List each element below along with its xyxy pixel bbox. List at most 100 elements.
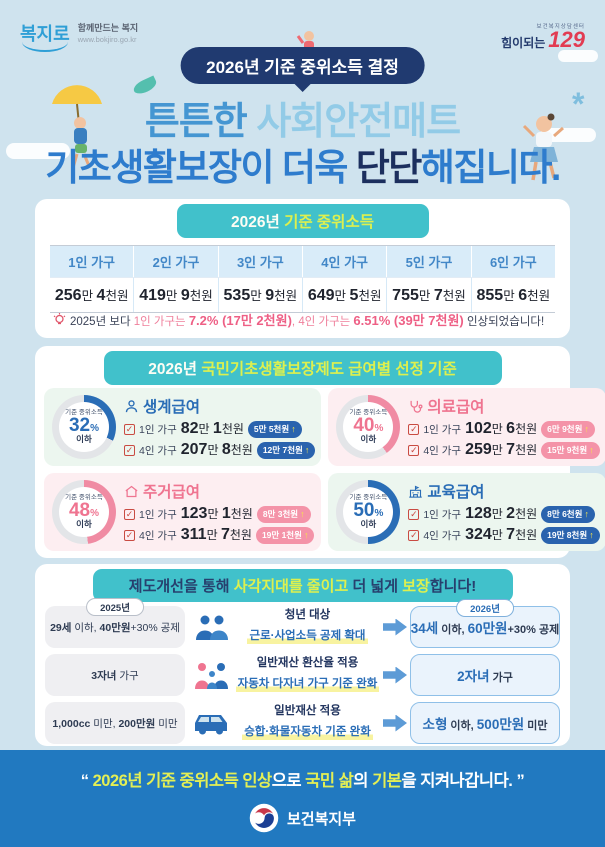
person-icon bbox=[125, 399, 138, 412]
donut-label-top: 기준 중위소득 bbox=[349, 493, 388, 501]
after-value: 소형 이하, 500만원 미만 bbox=[422, 716, 548, 732]
increase-badge: 19만 8천원 ↑ bbox=[541, 526, 600, 544]
household-col-header: 1인 가구 bbox=[50, 246, 135, 277]
increase-footnote: 2025년 보다 1인 가구는 7.2% (17만 2천원), 4인 가구는 6… bbox=[53, 310, 544, 329]
checkbox-icon: ✓ bbox=[124, 529, 135, 541]
bokjiro-tagline: 함께만드는 복지 bbox=[77, 23, 139, 33]
ministry-logo-row: 보건복지부 bbox=[0, 803, 605, 833]
footer-band: “ 2026년 기준 중위소득 인상으로 국민 삶의 기본을 지켜나갑니다. ”… bbox=[0, 750, 605, 847]
donut-percent: 48% bbox=[68, 500, 100, 522]
benefit-amount: 324만 7천원 bbox=[465, 526, 538, 543]
donut-percent: 50% bbox=[353, 500, 384, 522]
checkbox-icon: ✓ bbox=[124, 423, 135, 435]
income-amount-cell: 855만 6천원 bbox=[471, 278, 555, 312]
donut-label-top: 기준 중위소득 bbox=[65, 408, 103, 416]
up-arrow-icon: ↑ bbox=[300, 509, 305, 519]
checkbox-icon: ✓ bbox=[124, 508, 135, 520]
before-value: 3자녀 가구 bbox=[91, 669, 139, 682]
household-label: 4인 가구 bbox=[139, 444, 177, 457]
helpline-number: 129 bbox=[548, 27, 585, 52]
umbrella-icon bbox=[52, 85, 102, 104]
bokjiro-wordmark: 복지로 bbox=[20, 20, 70, 52]
workers-icon bbox=[196, 615, 228, 640]
right-arrow-icon bbox=[383, 666, 407, 684]
income-amount-cell: 535만 9천원 bbox=[218, 278, 303, 312]
benefit-amount: 259만 7천원 bbox=[465, 441, 538, 458]
helpline-center-label: 보건복지상담센터 bbox=[536, 24, 585, 30]
donut-percent: 32% bbox=[68, 415, 100, 437]
improvement-title: 일반재산 환산율 적용 bbox=[256, 657, 359, 670]
checkbox-icon: ✓ bbox=[408, 423, 420, 435]
household-label: 4인 가구 bbox=[423, 444, 462, 457]
donut-label-bottom: 이하 bbox=[360, 519, 377, 530]
cloud-decoration bbox=[540, 128, 596, 142]
table-value-row: 256만 4천원 419만 9천원 535만 9천원 649만 5천원 755만… bbox=[50, 278, 555, 313]
year-badge-2026: 2026년 bbox=[456, 599, 514, 617]
household-label: 4인 가구 bbox=[423, 529, 462, 542]
benefit-amount: 207만 8천원 bbox=[180, 441, 253, 458]
up-arrow-icon: ↑ bbox=[584, 509, 589, 519]
benefit-name: 주거급여 bbox=[143, 484, 201, 501]
checkbox-icon: ✓ bbox=[408, 444, 420, 456]
table-header-row: 1인 가구 2인 가구 3인 가구 4인 가구 5인 가구 6인 가구 bbox=[50, 245, 555, 278]
median-income-table: 1인 가구 2인 가구 3인 가구 4인 가구 5인 가구 6인 가구 256만… bbox=[50, 245, 555, 313]
benefit-criteria-card: 2026년 국민기초생활보장제도 급여별 선정 기준 기준 중위소득 32% 이… bbox=[35, 346, 605, 558]
income-amount-cell: 419만 9천원 bbox=[134, 278, 219, 312]
benefit-name: 생계급여 bbox=[143, 399, 201, 416]
improvement-row: 1,000cc 미만, 200만원 미만 일반재산 적용 승합·화물자동차 기준… bbox=[45, 702, 560, 744]
household-col-header: 5인 가구 bbox=[387, 246, 472, 277]
bokjiro-logo: 복지로 함께만드는 복지 www.bokjiro.go.kr bbox=[20, 20, 138, 52]
benefit-name: 의료급여 bbox=[427, 399, 485, 416]
household-col-header: 2인 가구 bbox=[134, 246, 219, 277]
up-arrow-icon: ↑ bbox=[584, 424, 589, 434]
benefit-amount-row: ✓ 1인 가구 128만 2천원 8만 6천원 ↑ bbox=[408, 505, 599, 523]
donut-label-bottom: 이하 bbox=[76, 434, 92, 445]
before-box: 1,000cc 미만, 200만원 미만 bbox=[45, 702, 185, 744]
benefit-amount-row: ✓ 1인 가구 102만 6천원 6만 9천원 ↑ bbox=[408, 420, 599, 438]
benefit-band-title: 2026년 국민기초생활보장제도 급여별 선정 기준 bbox=[103, 351, 502, 385]
benefit-card-saenggye: 기준 중위소득 32% 이하 생계급여 ✓ 1인 가구 82만 1천원 5만 5… bbox=[44, 388, 322, 466]
household-col-header: 4인 가구 bbox=[302, 246, 388, 277]
benefit-card-gyoyuk: 기준 중위소득 50% 이하 교육급여 ✓ 1인 가구 128만 2천원 8만 … bbox=[328, 473, 605, 551]
improvement-row: 3자녀 가구 일반재산 환산율 적용 자동차 다자녀 가구 기준 완화 2자녀 … bbox=[45, 654, 560, 696]
improvement-row: 2025년 29세 이하, 40만원+30% 공제 청년 대상 근로·사업소득 … bbox=[45, 598, 560, 648]
donut-label-top: 기준 중위소득 bbox=[65, 493, 103, 501]
up-arrow-icon: ↑ bbox=[589, 530, 594, 540]
up-arrow-icon: ↑ bbox=[304, 445, 310, 455]
household-col-header: 3인 가구 bbox=[218, 246, 303, 277]
benefit-amount-row: ✓ 4인 가구 207만 8천원 12만 7천원 ↑ bbox=[124, 441, 316, 459]
stethoscope-icon bbox=[410, 400, 423, 413]
donut-label-top: 기준 중위소득 bbox=[349, 408, 388, 416]
improvement-title: 청년 대상 bbox=[284, 609, 331, 622]
donut-chart: 기준 중위소득 48% 이하 bbox=[52, 480, 116, 544]
checkbox-icon: ✓ bbox=[408, 529, 420, 541]
car-icon bbox=[195, 715, 227, 735]
household-label: 1인 가구 bbox=[423, 423, 462, 436]
helpline-129-logo: 보건복지상담센터 힘이되는 129 bbox=[501, 22, 585, 51]
benefit-amount-row: ✓ 4인 가구 259만 7천원 15만 9천원 ↑ bbox=[408, 441, 600, 459]
improvement-detail: 승합·화물자동차 기준 완화 bbox=[242, 724, 373, 741]
increase-badge: 12만 7천원 ↑ bbox=[256, 441, 316, 459]
income-amount-cell: 649만 5천원 bbox=[302, 278, 388, 312]
checkbox-icon: ✓ bbox=[408, 508, 420, 520]
household-label: 1인 가구 bbox=[139, 423, 177, 436]
family-icon bbox=[195, 663, 228, 689]
donut-label-bottom: 이하 bbox=[76, 519, 92, 530]
cloud-decoration bbox=[6, 143, 70, 159]
main-title-line1: 튼튼한 사회안전매트 bbox=[144, 101, 461, 143]
median-income-card: 2026년 기준 중위소득 1인 가구 2인 가구 3인 가구 4인 가구 5인… bbox=[35, 199, 570, 338]
up-arrow-icon: ↑ bbox=[303, 530, 309, 540]
lightbulb-icon bbox=[53, 312, 66, 324]
before-box: 2025년 29세 이하, 40만원+30% 공제 bbox=[45, 598, 185, 648]
up-arrow-icon: ↑ bbox=[589, 445, 594, 455]
umbrella-person-illustration bbox=[46, 76, 108, 181]
benefit-card-uiryo: 기준 중위소득 40% 이하 의료급여 ✓ 1인 가구 102만 6천원 6만 … bbox=[328, 388, 605, 466]
before-value: 29세 이하, 40만원+30% 공제 bbox=[50, 621, 180, 634]
after-value: 2자녀 가구 bbox=[457, 668, 513, 684]
benefit-amount-row: ✓ 4인 가구 311만 7천원 19만 1천원 ↑ bbox=[124, 526, 315, 544]
house-icon bbox=[125, 485, 138, 497]
school-icon bbox=[409, 485, 423, 498]
decision-badge: 2026년 기준 중위소득 결정 bbox=[180, 47, 425, 84]
footnote-text: 2025년 보다 1인 가구는 7.2% (17만 2천원), 4인 가구는 6… bbox=[70, 313, 545, 328]
